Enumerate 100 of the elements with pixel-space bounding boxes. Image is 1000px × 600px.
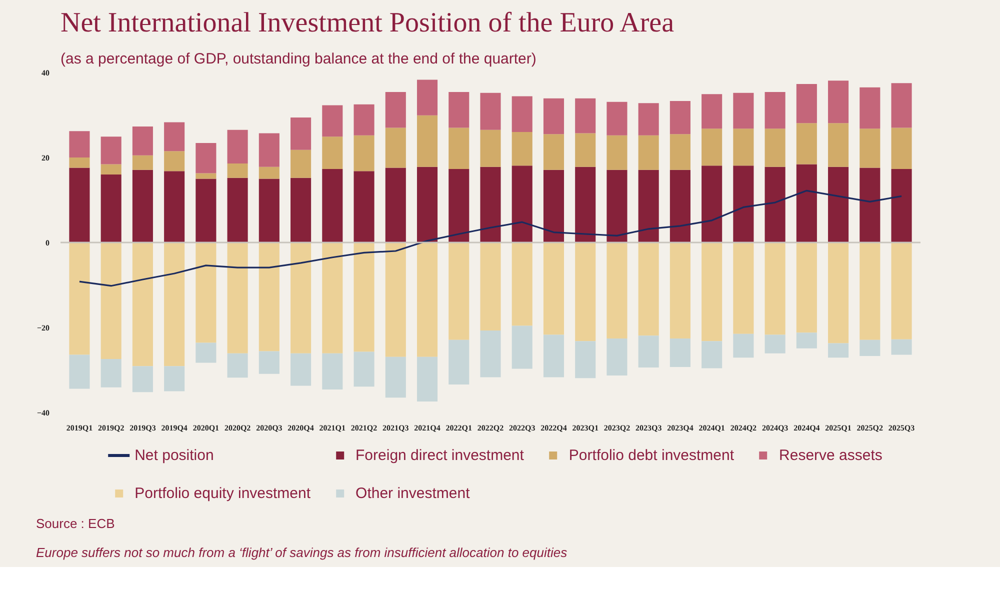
bar xyxy=(764,166,786,242)
bar xyxy=(606,135,628,170)
bar xyxy=(733,128,754,166)
chart-title: Net International Investment Position of the Euro Area xyxy=(60,8,675,38)
bar xyxy=(354,242,374,352)
bar xyxy=(606,242,628,339)
bar xyxy=(354,171,374,242)
bar xyxy=(733,166,754,242)
bar xyxy=(480,92,501,130)
x-tick-label: 2023Q4 xyxy=(667,424,694,432)
x-tick-label: 2022Q2 xyxy=(477,424,504,432)
bar xyxy=(100,242,122,359)
bar xyxy=(670,242,690,339)
bar xyxy=(448,340,470,384)
bar xyxy=(258,351,280,374)
bar xyxy=(322,353,343,390)
y-tick-label: 20 xyxy=(42,154,50,162)
legend-label: Reserve assets xyxy=(779,446,882,464)
bar xyxy=(132,126,153,156)
bar xyxy=(638,135,659,170)
bar xyxy=(290,150,312,178)
bar xyxy=(891,128,912,169)
bar xyxy=(164,171,185,242)
bar xyxy=(764,128,786,167)
bar xyxy=(512,166,532,242)
x-tick-label: 2024Q3 xyxy=(762,424,788,432)
bar xyxy=(828,123,849,167)
x-tick-label: 2019Q3 xyxy=(130,424,156,432)
bar xyxy=(164,151,185,172)
bar xyxy=(322,242,343,354)
bar xyxy=(385,92,406,128)
bar xyxy=(860,128,880,168)
bar xyxy=(196,173,216,179)
bar xyxy=(891,168,912,242)
y-tick-label: 0 xyxy=(46,238,50,248)
bar xyxy=(764,92,786,129)
bar xyxy=(132,170,153,242)
x-tick-label: 2023Q3 xyxy=(635,424,662,432)
legend-label: Other investment xyxy=(356,484,470,502)
bar xyxy=(828,80,849,124)
bar xyxy=(891,83,912,128)
bar xyxy=(828,343,849,358)
bar xyxy=(196,143,216,174)
bar xyxy=(227,242,248,354)
bar xyxy=(638,242,659,336)
x-tick-label: 2024Q1 xyxy=(698,424,725,432)
bar xyxy=(132,155,153,170)
x-tick-label: 2019Q4 xyxy=(161,424,188,432)
bar xyxy=(448,92,470,128)
bar xyxy=(670,100,690,134)
bar xyxy=(416,356,438,402)
x-tick-label: 2020Q3 xyxy=(256,424,282,432)
bar xyxy=(448,168,470,242)
bar xyxy=(512,132,532,166)
bar xyxy=(416,242,438,357)
bar xyxy=(227,130,248,164)
legend-label: Foreign direct investment xyxy=(356,446,524,464)
x-tick-label: 2023Q1 xyxy=(572,424,598,432)
bar xyxy=(638,103,659,136)
bar xyxy=(606,102,628,136)
bar xyxy=(796,164,817,242)
x-tick-label: 2023Q2 xyxy=(604,424,630,432)
chart-subtitle: (as a percentage of GDP, outstanding balance at the end of the quarter) xyxy=(60,50,536,68)
bar xyxy=(385,242,406,357)
bar xyxy=(258,178,280,242)
bar xyxy=(196,342,216,363)
bar xyxy=(860,87,880,129)
bar xyxy=(702,128,722,166)
bar xyxy=(290,118,312,150)
bar xyxy=(196,242,216,343)
bar xyxy=(132,242,153,366)
bar xyxy=(100,174,122,242)
bar xyxy=(575,133,596,167)
bar xyxy=(164,242,185,366)
bar xyxy=(69,131,90,158)
bar xyxy=(354,352,374,387)
x-tick-label: 2022Q4 xyxy=(540,424,567,432)
bar xyxy=(385,168,406,242)
x-tick-label: 2021Q3 xyxy=(382,424,409,432)
x-tick-label: 2021Q2 xyxy=(350,424,378,432)
bar xyxy=(100,164,122,174)
bar xyxy=(575,341,596,378)
bar xyxy=(416,80,438,116)
bar xyxy=(258,166,280,179)
bar xyxy=(227,163,248,178)
bar xyxy=(891,339,912,355)
x-tick-label: 2019Q2 xyxy=(98,424,124,432)
y-tick-label: −20 xyxy=(36,324,50,332)
bar xyxy=(606,170,628,242)
bar xyxy=(322,168,343,242)
y-tick-label: −40 xyxy=(36,408,50,418)
bar xyxy=(796,242,817,333)
bar xyxy=(764,242,786,335)
bar xyxy=(290,178,312,242)
line-series xyxy=(78,190,902,287)
x-tick-label: 2022Q1 xyxy=(446,424,472,432)
bar xyxy=(164,122,185,152)
bar xyxy=(796,84,817,124)
bar xyxy=(543,334,564,378)
x-tick-label: 2024Q2 xyxy=(730,424,757,432)
